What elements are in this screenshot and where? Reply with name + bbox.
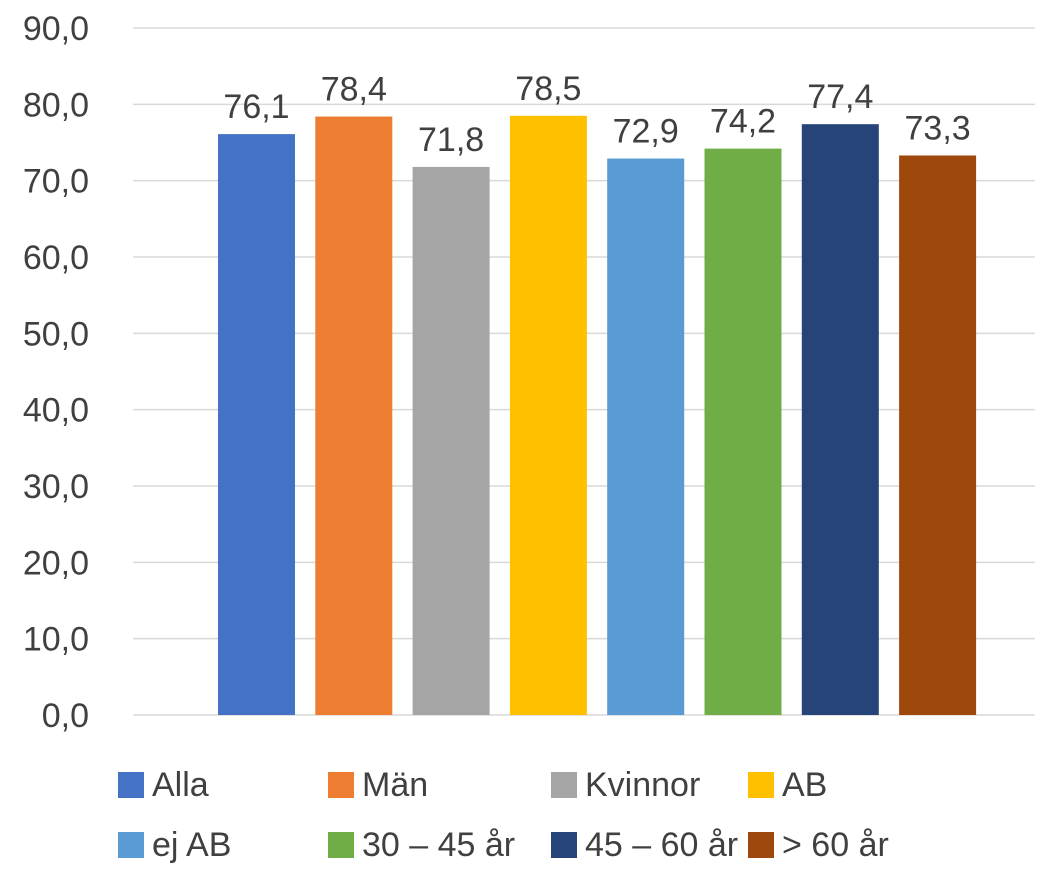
bar bbox=[607, 159, 684, 715]
legend-label: > 60 år bbox=[782, 826, 889, 865]
bar-chart: 0,0 10,0 20,0 30,0 40,0 50,0 60,0 70,0 80,0 90,0 7… bbox=[0, 0, 1042, 760]
y-tick-label: 30,0 bbox=[23, 468, 89, 506]
bar bbox=[315, 117, 392, 715]
legend-swatch bbox=[748, 772, 774, 798]
legend-label: AB bbox=[782, 766, 827, 805]
legend-item: 45 – 60 år bbox=[551, 825, 738, 865]
legend-swatch bbox=[748, 832, 774, 858]
legend-item: 30 – 45 år bbox=[328, 825, 515, 865]
legend-label: Män bbox=[362, 766, 428, 805]
legend-label: 30 – 45 år bbox=[362, 826, 515, 865]
bar bbox=[218, 134, 295, 715]
legend-label: 45 – 60 år bbox=[585, 826, 738, 865]
legend-swatch bbox=[551, 772, 577, 798]
bar bbox=[802, 124, 879, 715]
data-label: 78,4 bbox=[321, 71, 387, 109]
legend-item: > 60 år bbox=[748, 825, 889, 865]
y-tick-label: 50,0 bbox=[23, 315, 89, 353]
legend-swatch bbox=[328, 772, 354, 798]
bar bbox=[413, 167, 490, 715]
legend-row-2: ej AB 30 – 45 år 45 – 60 år > 60 år bbox=[118, 825, 1018, 865]
data-label: 71,8 bbox=[418, 121, 484, 159]
data-label: 74,2 bbox=[710, 103, 776, 141]
legend-label: Kvinnor bbox=[585, 766, 700, 805]
legend-item: AB bbox=[748, 765, 827, 805]
bar bbox=[705, 149, 782, 715]
legend-swatch bbox=[551, 832, 577, 858]
data-label: 76,1 bbox=[223, 88, 289, 126]
data-label: 72,9 bbox=[613, 113, 679, 151]
y-tick-label: 90,0 bbox=[23, 10, 89, 48]
legend-item: Män bbox=[328, 765, 428, 805]
legend-label: Alla bbox=[152, 766, 209, 805]
legend-row-1: Alla Män Kvinnor AB bbox=[118, 765, 1018, 805]
legend-item: Kvinnor bbox=[551, 765, 700, 805]
bar bbox=[510, 116, 587, 715]
legend-swatch bbox=[328, 832, 354, 858]
legend-label: ej AB bbox=[152, 826, 231, 865]
y-tick-label: 70,0 bbox=[23, 163, 89, 201]
legend-swatch bbox=[118, 832, 144, 858]
legend-item: Alla bbox=[118, 765, 209, 805]
data-label: 78,5 bbox=[515, 70, 581, 108]
bar bbox=[899, 155, 976, 715]
y-tick-label: 80,0 bbox=[23, 86, 89, 124]
legend-item: ej AB bbox=[118, 825, 231, 865]
y-tick-label: 40,0 bbox=[23, 392, 89, 430]
legend-swatch bbox=[118, 772, 144, 798]
y-tick-label: 10,0 bbox=[23, 621, 89, 659]
data-label: 73,3 bbox=[905, 109, 971, 147]
data-label: 77,4 bbox=[807, 78, 873, 116]
y-tick-label: 60,0 bbox=[23, 239, 89, 277]
y-tick-label: 0,0 bbox=[42, 697, 89, 735]
y-tick-label: 20,0 bbox=[23, 544, 89, 582]
